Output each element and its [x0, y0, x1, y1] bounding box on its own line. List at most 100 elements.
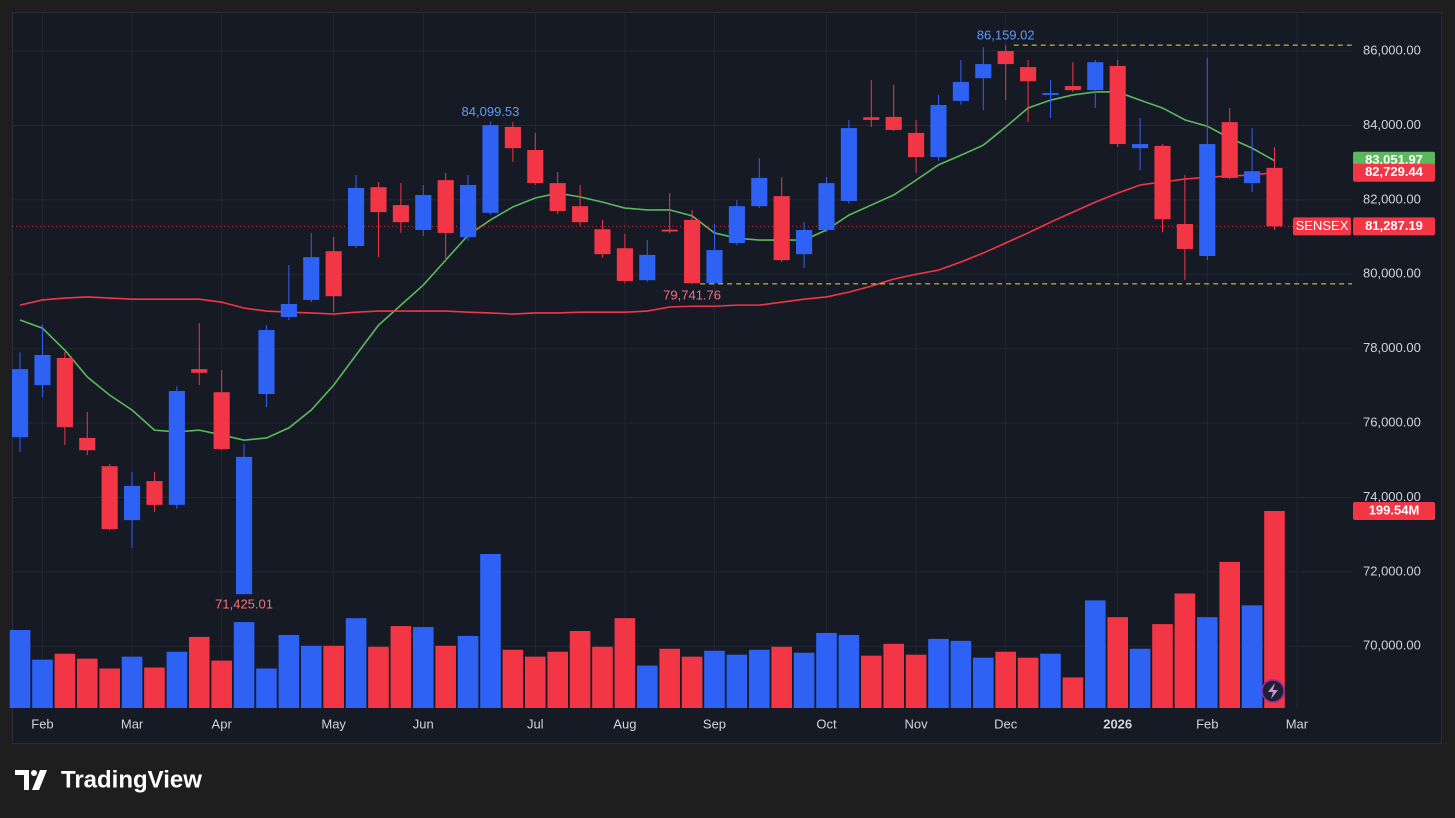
volume-bar — [771, 646, 792, 708]
volume-bar — [1264, 511, 1285, 708]
volume-bar — [278, 634, 300, 708]
volume-bar — [76, 658, 98, 708]
candle-body — [796, 229, 813, 255]
volume-bar — [32, 659, 53, 708]
candle-body — [348, 187, 365, 246]
candle-body — [146, 481, 163, 505]
candle-body — [1221, 122, 1238, 178]
plot: 70,000.00 72,000.00 74,000.00 76,000.00 78,0… — [9, 12, 1435, 731]
volume-bar — [9, 630, 31, 708]
volume-bar — [748, 649, 770, 708]
volume-bar — [1219, 561, 1240, 708]
volume-bar — [300, 645, 322, 708]
price-tag-box — [1353, 217, 1435, 236]
candle-body — [303, 257, 320, 300]
y-tick-label: 76,000.00 — [1363, 414, 1421, 429]
volume-bar — [592, 646, 613, 708]
x-tick-label: Jun — [413, 716, 434, 731]
volume-bar — [233, 622, 255, 708]
candle-body — [504, 126, 521, 149]
volume-bar — [345, 618, 367, 708]
volume-bar — [144, 667, 165, 708]
ma-tag: 82,729.44 — [1365, 164, 1424, 179]
candle-body — [1064, 86, 1081, 91]
candle-body — [975, 64, 992, 79]
volume-bar — [569, 630, 591, 708]
volume-bar — [972, 657, 994, 708]
x-tick-label: Sep — [703, 716, 726, 731]
brand-logo — [15, 770, 47, 790]
candle-body — [1109, 65, 1126, 145]
candle-body — [885, 116, 902, 130]
candle-body — [930, 104, 947, 158]
candle-body — [79, 437, 96, 451]
volume-bar — [188, 636, 210, 708]
candle-body — [392, 205, 409, 223]
candle-body — [1199, 144, 1216, 257]
volume-bar — [1084, 600, 1106, 708]
volume-tag-box — [1353, 502, 1435, 521]
volume-bar — [524, 656, 546, 708]
volume-bar — [681, 656, 703, 708]
volume-tag: 199.54M — [1369, 502, 1420, 517]
volume-bar — [1241, 605, 1263, 708]
candle-body — [1176, 224, 1193, 249]
candle-body — [818, 183, 835, 230]
volume-bar — [121, 656, 143, 708]
volume-bar — [636, 665, 658, 708]
high-label: 84,099.53 — [462, 104, 520, 119]
ma-tag-box — [1353, 163, 1435, 182]
candle-body — [527, 150, 544, 184]
y-tick-label: 72,000.00 — [1363, 563, 1421, 578]
candle-body — [908, 132, 925, 158]
volume-bar — [659, 648, 680, 708]
candle-body — [1154, 145, 1171, 220]
candle-body — [168, 391, 185, 505]
volume-bar — [838, 634, 860, 708]
low-label: 71,425.01 — [215, 597, 273, 612]
candle-body — [1244, 171, 1261, 184]
x-tick-label: Aug — [613, 716, 636, 731]
candle-body — [684, 219, 701, 284]
volume-bar — [1152, 624, 1173, 708]
x-tick-label: Dec — [994, 716, 1018, 731]
candle-body — [325, 251, 342, 297]
x-tick-label: 2026 — [1103, 716, 1132, 731]
brand-name: TradingView — [61, 766, 202, 793]
volume-bar — [614, 618, 636, 708]
volume-bar — [1174, 593, 1196, 708]
candle-body — [370, 187, 387, 213]
candle-body — [437, 180, 454, 233]
candle-body — [1132, 144, 1149, 149]
volume-bar — [547, 651, 568, 708]
symbol-tag: SENSEX — [1296, 218, 1349, 233]
moving-average — [19, 171, 1275, 315]
candle-body — [997, 51, 1014, 65]
volume-bar — [995, 651, 1016, 708]
candle-body — [751, 177, 768, 207]
volume-bar — [860, 655, 882, 708]
y-tick-label: 78,000.00 — [1363, 340, 1421, 355]
candle-body — [124, 485, 141, 521]
ma-tag: 83,051.97 — [1365, 152, 1423, 167]
x-tick-label: Jul — [527, 716, 544, 731]
volume-bar — [816, 632, 837, 708]
x-tick-label: Mar — [1286, 716, 1309, 731]
volume-bar — [1129, 648, 1151, 708]
x-tick-label: Apr — [212, 716, 233, 731]
symbol-tag-box — [1293, 217, 1351, 236]
x-tick-label: Feb — [31, 716, 53, 731]
candle-body — [1266, 167, 1283, 227]
candle-body — [12, 369, 29, 438]
candle-body — [236, 456, 253, 595]
volume-bar — [928, 638, 949, 708]
candle-body — [661, 229, 678, 232]
volume-bar — [704, 650, 725, 708]
candle-body — [728, 206, 745, 244]
y-tick-label: 74,000.00 — [1363, 489, 1421, 504]
volume-bar — [412, 627, 434, 708]
low-label: 79,741.76 — [663, 287, 721, 302]
volume-bar — [502, 649, 524, 708]
